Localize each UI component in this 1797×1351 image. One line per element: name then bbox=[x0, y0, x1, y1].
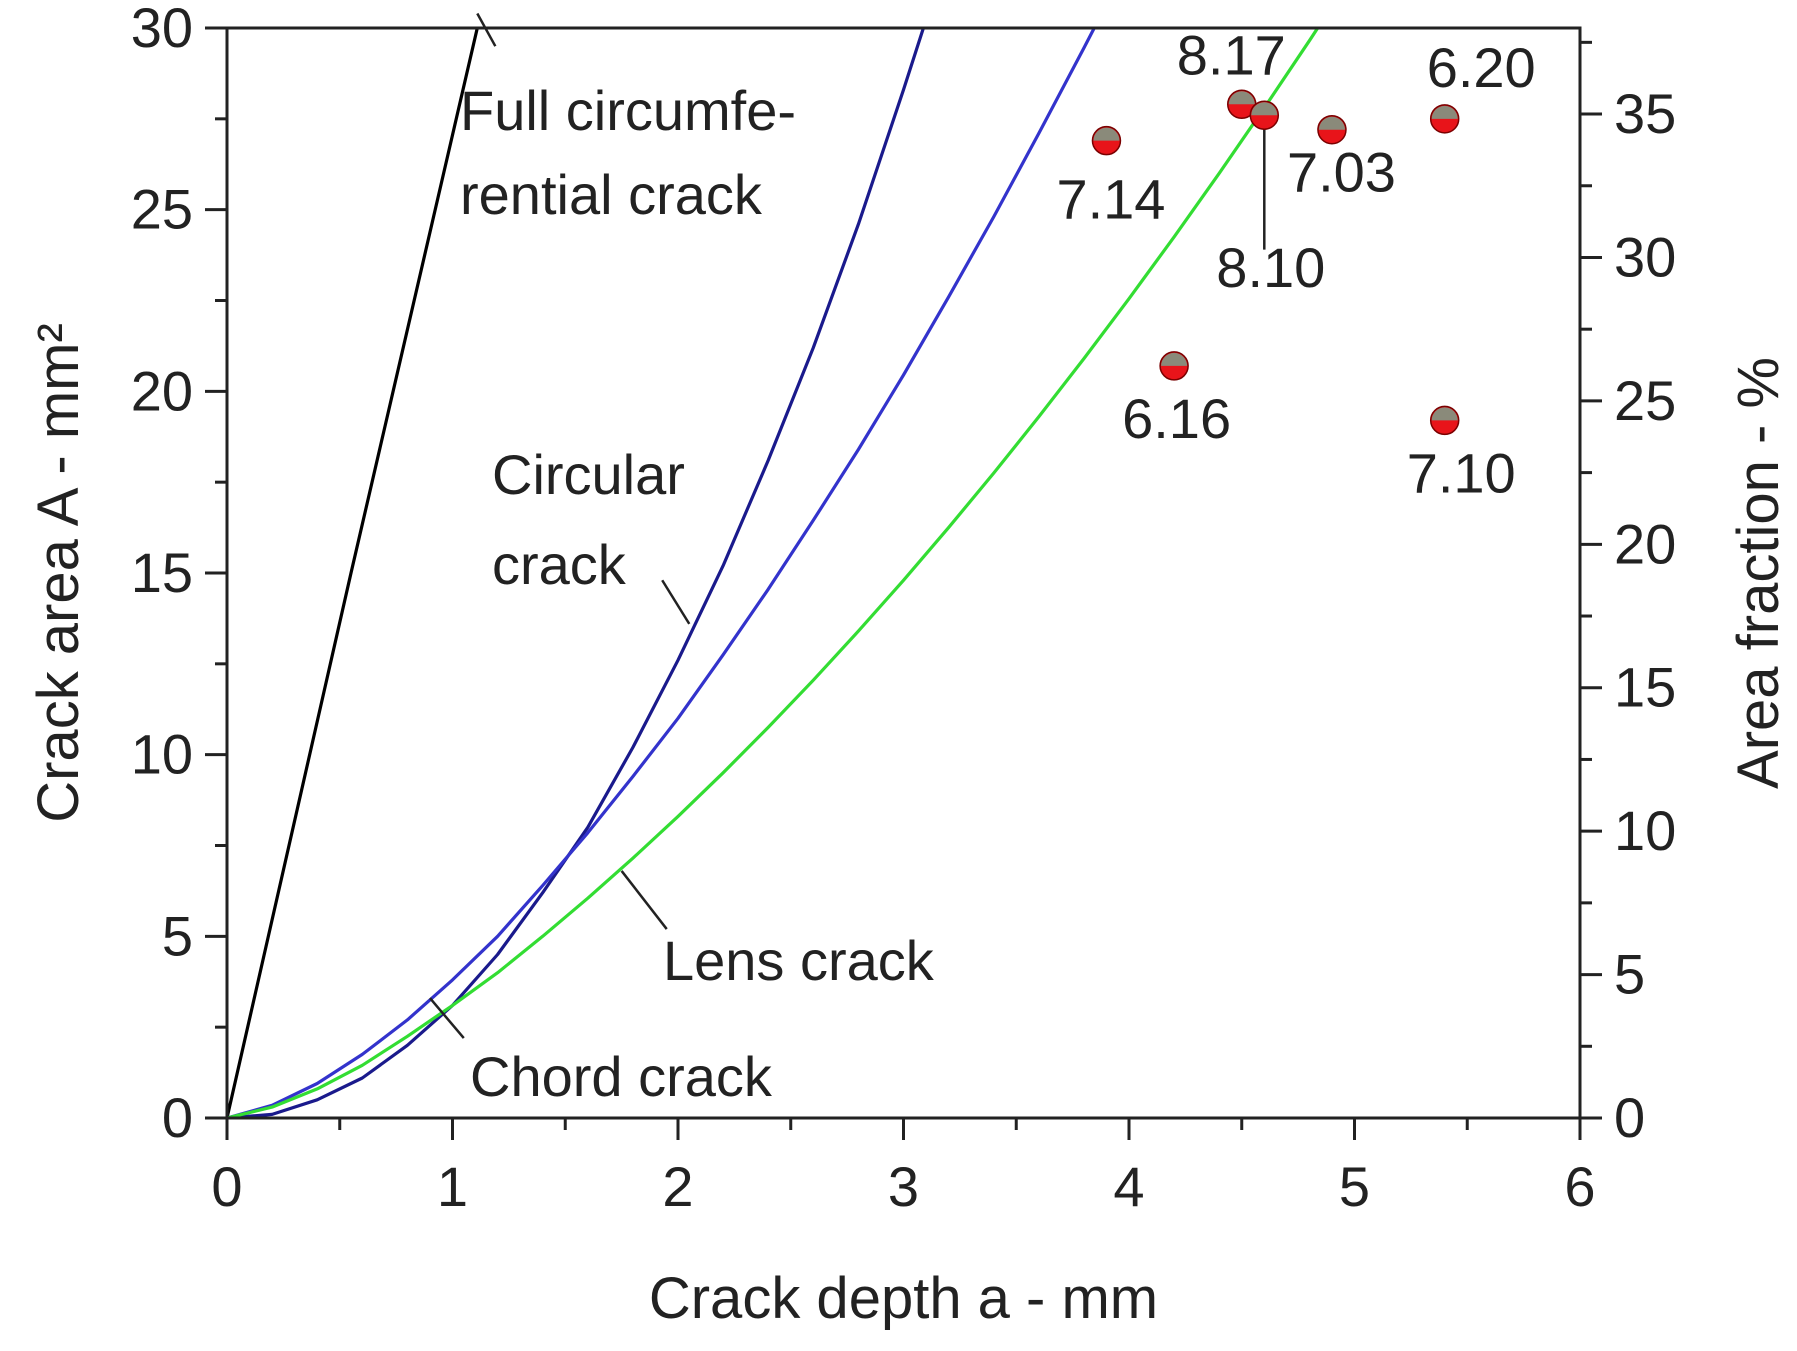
curve-annotation: Chord crack bbox=[470, 1045, 773, 1108]
circular-crack-line bbox=[227, 28, 926, 1118]
y-tick-label: 10 bbox=[131, 723, 193, 786]
y-tick-label: 25 bbox=[131, 178, 193, 241]
lens-crack-line bbox=[227, 28, 1320, 1118]
leader-line-layer bbox=[428, 12, 1266, 1039]
data-point-highlight bbox=[1318, 116, 1345, 130]
x-axis-title: Crack depth a - mm bbox=[649, 1266, 1158, 1331]
y2-tick-label: 20 bbox=[1614, 512, 1676, 575]
y2-tick-label: 10 bbox=[1614, 799, 1676, 862]
circular-crack-leader bbox=[661, 579, 691, 625]
y2-tick-label: 5 bbox=[1614, 943, 1645, 1006]
y2-tick-label: 15 bbox=[1614, 656, 1676, 719]
chord-crack-leader bbox=[428, 997, 465, 1039]
chord-crack-line bbox=[227, 28, 1097, 1118]
data-point-layer: 7.14 8.17 8.10 7.03 6.20 6.16 7.10 bbox=[1056, 23, 1535, 504]
lens-crack-leader bbox=[620, 870, 668, 930]
data-point-highlight bbox=[1093, 127, 1120, 141]
curve-annotation: rential crack bbox=[460, 163, 763, 226]
y-tick-label: 15 bbox=[131, 541, 193, 604]
data-point-label: 8.10 bbox=[1216, 236, 1325, 299]
x-tick-label: 2 bbox=[662, 1155, 693, 1218]
y-axis-title: Crack area A - mm² bbox=[26, 323, 91, 823]
annotation-layer: Full circumfe-rential crack Circular crack… bbox=[460, 79, 935, 1108]
y2-tick-label: 0 bbox=[1614, 1086, 1645, 1149]
data-point-label: 6.16 bbox=[1122, 387, 1231, 450]
axis-title-layer: Crack depth a - mm Crack area A - mm² Area… bbox=[26, 323, 1791, 1331]
y-tick-label: 20 bbox=[131, 359, 193, 422]
x-tick-label: 6 bbox=[1564, 1155, 1595, 1218]
curve-annotation: Lens crack bbox=[663, 929, 935, 992]
data-point-label: 7.10 bbox=[1407, 441, 1516, 504]
curve-annotation: crack bbox=[492, 533, 627, 596]
data-point-highlight bbox=[1161, 352, 1188, 366]
y-tick-label: 5 bbox=[162, 904, 193, 967]
full-circumferential-crack-line bbox=[227, 28, 479, 1118]
x-tick-label: 3 bbox=[888, 1155, 919, 1218]
data-point-highlight bbox=[1431, 407, 1458, 421]
y-tick-label: 30 bbox=[131, 0, 193, 59]
data-point-label: 7.03 bbox=[1287, 141, 1396, 204]
y2-tick-label: 35 bbox=[1614, 82, 1676, 145]
x-tick-label: 1 bbox=[437, 1155, 468, 1218]
data-point-label: 6.20 bbox=[1427, 36, 1536, 99]
data-point-highlight bbox=[1228, 91, 1255, 105]
x-tick-label: 4 bbox=[1113, 1155, 1144, 1218]
y-tick-label: 0 bbox=[162, 1086, 193, 1149]
y2-axis-title: Area fraction - % bbox=[1726, 357, 1791, 789]
data-point-label: 8.17 bbox=[1177, 23, 1286, 86]
curve-annotation: Full circumfe- bbox=[460, 79, 796, 142]
y2-tick-label: 25 bbox=[1614, 369, 1676, 432]
y2-tick-label: 30 bbox=[1614, 225, 1676, 288]
data-point-highlight bbox=[1431, 105, 1458, 119]
data-point-highlight bbox=[1251, 102, 1278, 116]
data-point-label: 7.14 bbox=[1056, 168, 1165, 231]
x-tick-label: 5 bbox=[1339, 1155, 1370, 1218]
curve-annotation: Circular bbox=[492, 443, 685, 506]
x-tick-label: 0 bbox=[211, 1155, 242, 1218]
full-circumferential-leader bbox=[476, 12, 497, 47]
curve-layer bbox=[227, 28, 1320, 1118]
